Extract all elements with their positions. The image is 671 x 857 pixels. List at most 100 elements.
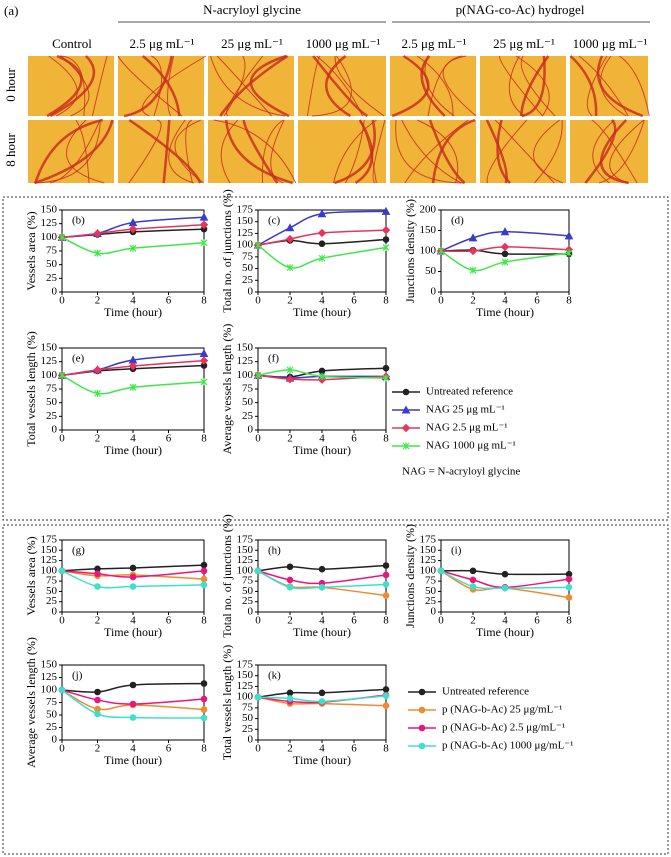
panel-label: (k) [268,670,281,682]
x-tick-label: 4 [130,295,136,307]
row-label: 0 hour [3,68,18,102]
vessel [345,119,365,184]
point [286,689,294,697]
point [382,571,390,579]
point [381,225,391,235]
vessel [223,55,246,117]
point [564,231,574,240]
point [200,695,208,703]
x-tick-label: 6 [534,615,540,627]
x-tick-label: 0 [438,615,444,627]
vessel [431,118,476,184]
point [469,567,477,575]
y-tick-label: 175 [237,204,254,216]
vessel [619,55,650,117]
column-label: 1000 μg mL⁻¹ [306,36,381,51]
point [286,563,294,571]
vessel [312,55,369,118]
y-tick-label: 25 [46,595,58,607]
x-tick-label: 4 [502,615,508,627]
point [254,241,262,249]
series-line [61,374,205,395]
y-tick-label: 100 [41,564,58,576]
y-axis-label: Vessels area (%) [24,211,38,290]
series-line [440,250,570,272]
y-tick-label: 150 [237,544,254,556]
y-tick-label: 75 [425,575,437,587]
series-line [61,689,205,705]
y-tick-label: 175 [237,659,254,671]
y-tick-label: 125 [41,217,58,229]
y-tick-label: 50 [46,258,58,270]
series-line [440,246,570,253]
vessel [316,55,364,117]
point [285,374,295,384]
group-label: p(NAG-co-Ac) hydrogel [456,2,585,17]
legend-marker [402,442,410,450]
y-tick-label: 0 [431,286,437,298]
vessel [591,119,638,184]
y-tick-label: 50 [242,262,254,274]
y-axis-label: Total no. of junctions (%) [220,189,234,312]
vessel [167,55,175,117]
y-tick-label: 50 [242,396,254,408]
point [469,266,477,274]
vessel [499,55,543,117]
y-axis-label: Vessels area (%) [24,536,38,615]
y-tick-label: 75 [242,701,254,713]
legend-marker [418,688,426,696]
vessel [596,55,644,118]
vessel [49,119,101,184]
vessel [242,119,279,184]
y-tick-label: 75 [46,245,58,257]
series-line [440,230,570,252]
series-line [61,689,205,711]
point [318,698,326,705]
x-tick-label: 6 [166,743,172,755]
point [501,570,509,578]
x-tick-label: 8 [383,615,389,627]
series-line [61,682,205,693]
y-tick-label: 125 [41,355,58,367]
vessel [60,55,90,117]
y-axis-label: Average vessels length (%) [24,637,38,768]
legend-label: NAG 1000 μg mL⁻¹ [426,440,516,452]
vessel [128,119,162,184]
y-tick-label: 100 [41,684,58,696]
legend-label: p (NAG-b-Ac) 2.5 μg/mL⁻¹ [442,722,565,734]
y-tick-label: 50 [242,712,254,724]
y-tick-label: 100 [237,691,254,703]
y-tick-label: 75 [242,383,254,395]
legend-marker [418,706,426,714]
panel-label: (e) [72,353,85,365]
x-tick-label: 6 [166,433,172,445]
x-tick-label: 2 [287,615,293,627]
y-tick-label: 25 [46,410,58,422]
column-label: 25 μg mL⁻¹ [221,36,283,51]
point [565,575,573,583]
legend-marker [418,742,426,750]
vessel [485,119,508,184]
vessel [521,55,546,118]
x-tick-label: 8 [383,743,389,755]
point [382,581,390,588]
point [285,234,295,244]
y-tick-label: 0 [52,424,58,436]
point [254,567,262,575]
y-tick-label: 0 [52,286,58,298]
point [468,246,478,256]
point [94,688,101,696]
point [200,581,208,589]
legend-label: Untreated reference [426,386,513,398]
series-line [257,210,387,246]
x-tick-label: 4 [130,433,136,445]
vessel [75,119,90,184]
x-tick-label: 2 [287,743,293,755]
y-tick-label: 150 [41,659,58,671]
point [286,584,294,591]
point [93,365,102,375]
y-tick-label: 50 [46,585,58,597]
y-tick-label: 125 [41,554,58,566]
point [200,706,208,713]
